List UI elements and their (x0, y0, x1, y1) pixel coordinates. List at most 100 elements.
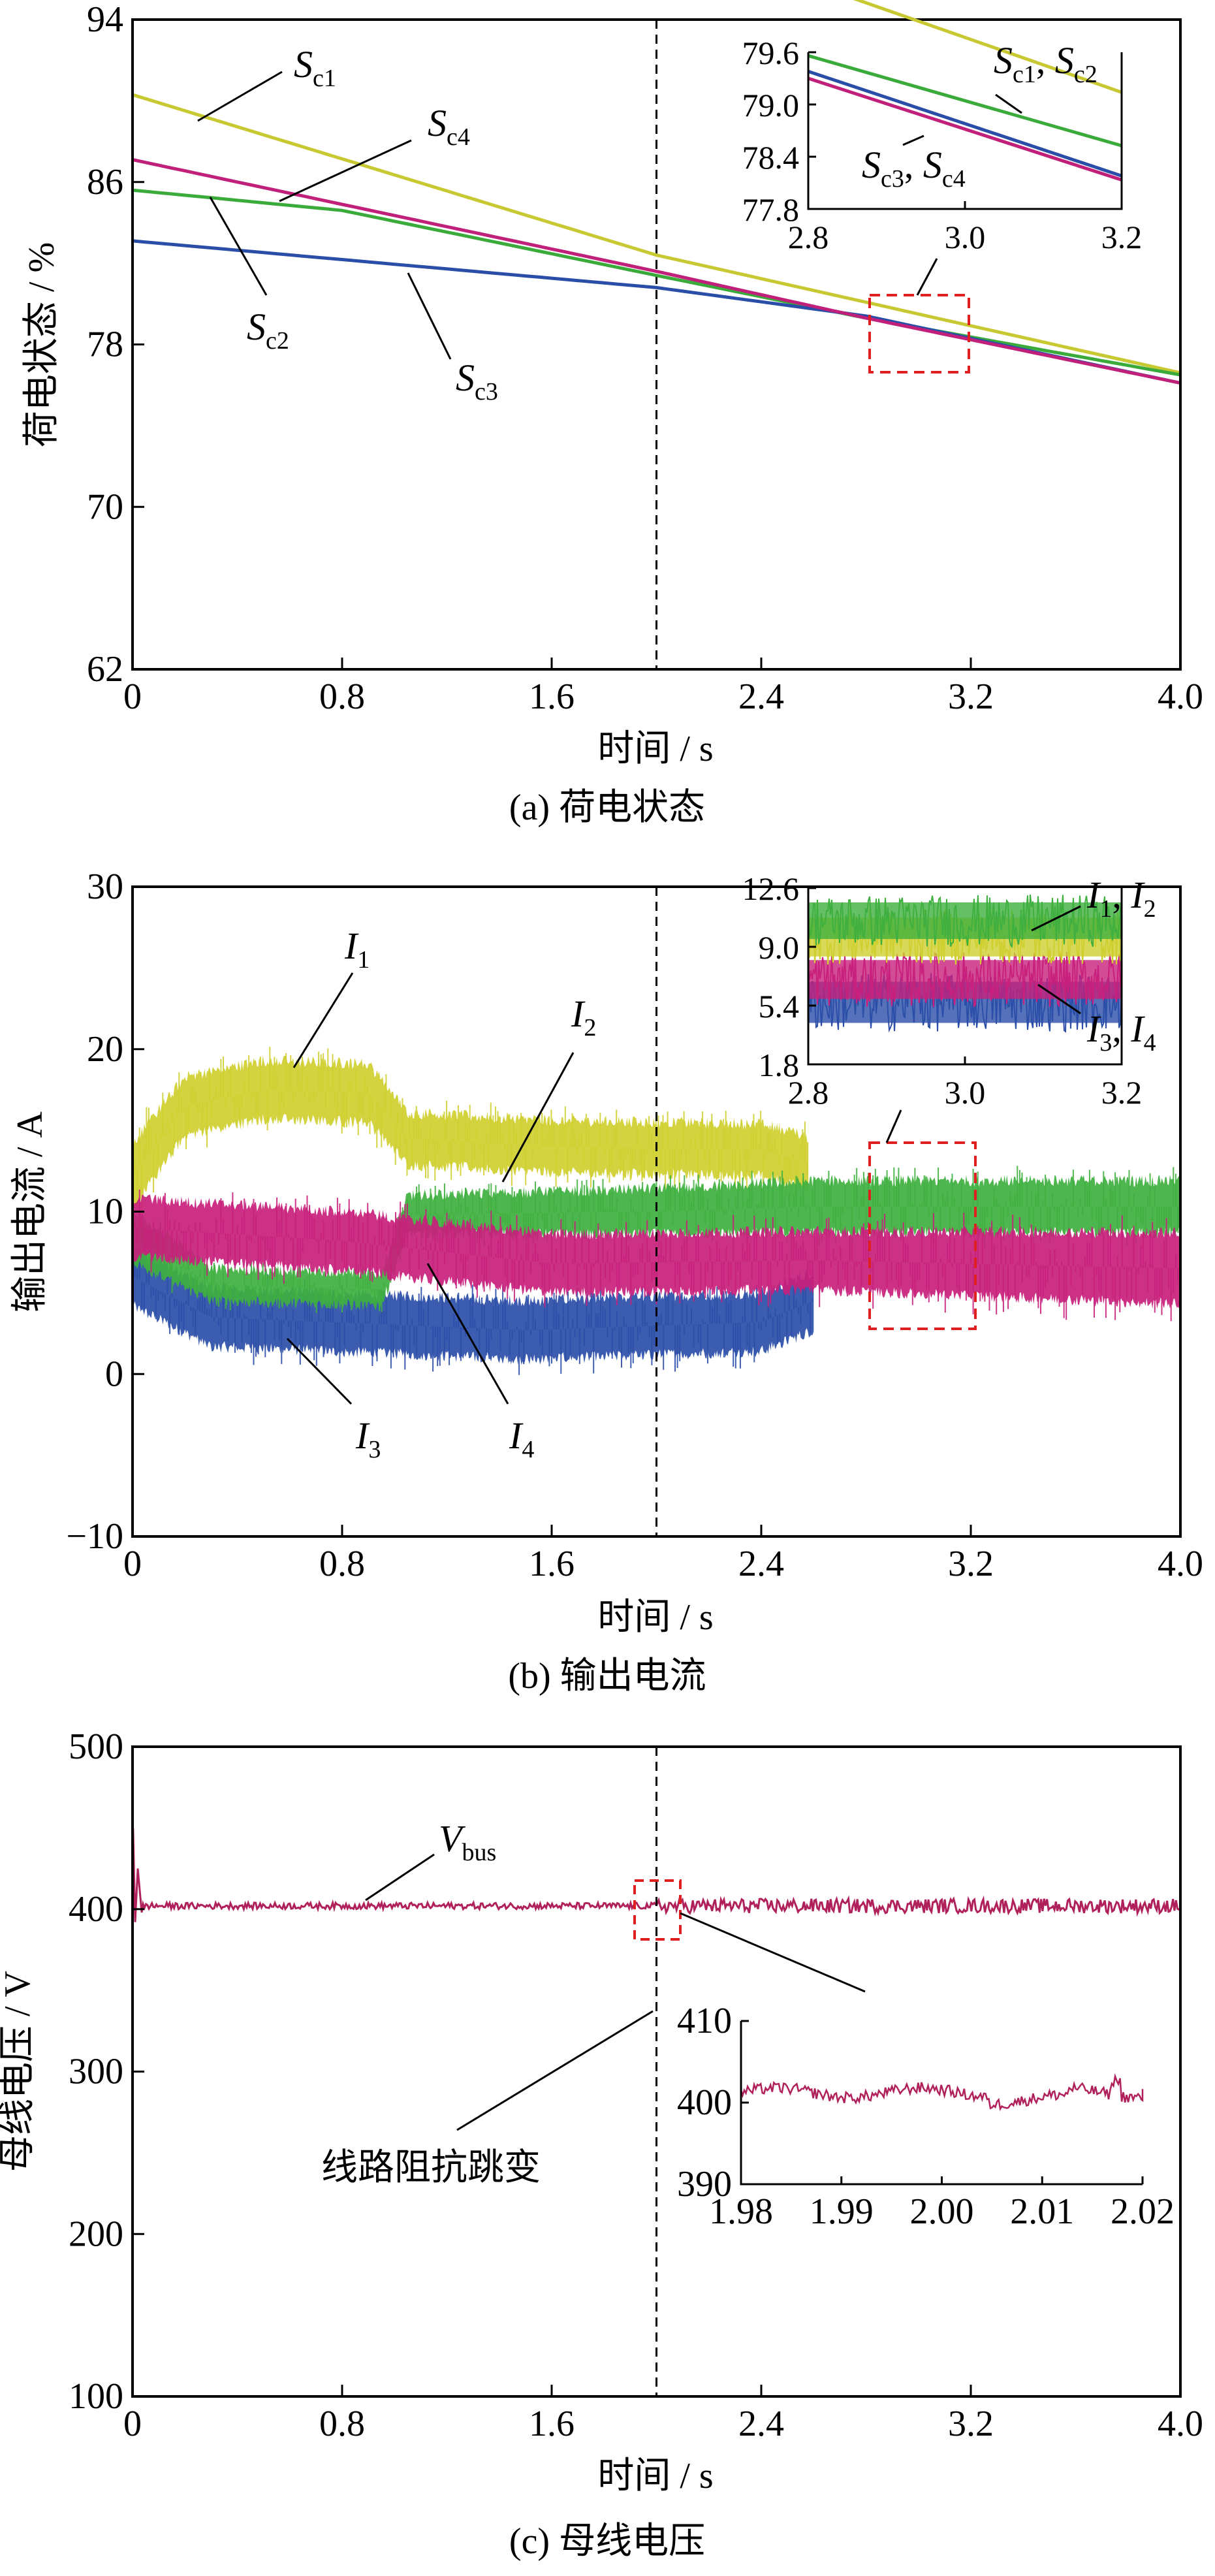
panel-b-zoom-leader (885, 1109, 902, 1143)
label-i4: I4 (426, 1263, 534, 1463)
panel-b-zoom-box (868, 1141, 977, 1330)
panel-b-xtick-label: 0 (123, 1544, 142, 1584)
inset-c-xtick-label: 2.01 (1010, 2191, 1074, 2232)
label-sc2: Sc2 (209, 197, 289, 355)
inset-c-ytick-label: 400 (677, 2082, 732, 2123)
panel-b-xtick-label: 1.6 (529, 1544, 575, 1584)
panel-b-y-axis-title: 输出电流 / A (10, 1111, 50, 1312)
panel-c-inset: 390 400 410 1.98 1.99 2.00 2.01 2.02 (677, 2001, 1175, 2232)
inset-c-ytick-label: 390 (677, 2164, 732, 2204)
svg-text:Sc3: Sc3 (456, 357, 498, 405)
panel-a-zoom-box (868, 294, 970, 374)
svg-text:I1: I1 (344, 925, 370, 974)
panel-a-plot-area (132, 20, 1181, 669)
series-sc1-line (132, 93, 1181, 375)
panel-a-x-ticks: 0 0.8 1.6 2.4 3.2 4.0 (123, 658, 1203, 717)
panel-b-xtick-label: 4.0 (1158, 1544, 1203, 1584)
series-sc2-line (132, 188, 1181, 377)
inset-a-ytick-label: 79.0 (742, 87, 800, 123)
inset-a-series-sc2 (808, 54, 1122, 148)
label-sc3: Sc3 (407, 272, 498, 405)
panel-c-xtick-label: 2.4 (738, 2404, 784, 2444)
svg-text:Sc2: Sc2 (247, 306, 289, 355)
panel-a-zoom-leader (916, 258, 938, 296)
inset-a-ytick-label: 79.6 (742, 35, 800, 71)
inset-c-xtick-label: 1.98 (709, 2191, 773, 2232)
inset-c-series-vbus (740, 2073, 1144, 2112)
inset-b-xtick-label: 3.2 (1101, 1074, 1143, 1111)
inset-b-label-bottom: I3, I4 (1037, 983, 1156, 1057)
svg-text:Sc3, Sc4: Sc3, Sc4 (862, 144, 966, 193)
panel-b-xtick-label: 2.4 (738, 1544, 784, 1584)
panel-a-inset: 77.8 78.4 79.0 79.6 2.8 3.0 3.2 (742, 0, 1143, 255)
panel-a-y-axis-title: 荷电状态 / % (22, 242, 62, 447)
inset-b-ytick-label: 5.4 (759, 988, 800, 1025)
inset-a-label-bottom: Sc3, Sc4 (862, 135, 966, 193)
event-label: 线路阻抗跳变 (321, 2010, 654, 2188)
inset-b-xtick-label: 2.8 (788, 1074, 829, 1111)
panel-c-ytick-label: 200 (69, 2214, 123, 2254)
panel-a: 62 70 78 86 94 0 0.8 1.6 2.4 3.2 4.0 时间 / s 荷电状态 … (22, 0, 1203, 828)
inset-c-ytick-label: 410 (677, 2001, 732, 2041)
panel-b-ytick-label: 10 (87, 1192, 123, 1232)
svg-text:线路阻抗跳变: 线路阻抗跳变 (321, 2148, 541, 2188)
panel-a-x-axis-title: 时间 / s (597, 729, 713, 769)
panel-b-x-ticks: 0 0.8 1.6 2.4 3.2 4.0 (123, 1525, 1203, 1584)
svg-text:Vbus: Vbus (439, 1817, 496, 1866)
svg-text:I2: I2 (571, 993, 596, 1042)
series-i2-band (133, 1175, 1180, 1311)
panel-b-x-axis-title: 时间 / s (597, 1597, 713, 1638)
panel-c-ytick-label: 300 (69, 2052, 123, 2092)
label-i3: I3 (286, 1337, 381, 1463)
panel-a-ytick-label: 94 (87, 0, 123, 40)
inset-a-series-sc3 (808, 69, 1122, 178)
panel-c-y-ticks: 100 200 300 400 500 (69, 1726, 144, 2417)
inset-c-xtick-label: 2.00 (910, 2191, 974, 2232)
panel-a-xtick-label: 0.8 (319, 676, 365, 717)
panel-a-xtick-label: 3.2 (948, 676, 994, 717)
panel-b-xtick-label: 3.2 (948, 1544, 994, 1584)
inset-c-xtick-label: 1.99 (810, 2191, 874, 2232)
panel-b-ytick-label: −10 (66, 1516, 123, 1557)
label-vbus: Vbus (365, 1817, 496, 1901)
panel-c-xtick-label: 0.8 (319, 2404, 365, 2444)
panel-a-ytick-label: 70 (87, 486, 123, 527)
panel-a-ytick-label: 86 (87, 162, 123, 202)
panel-b-ytick-label: 30 (87, 867, 123, 907)
label-sc4: Sc4 (279, 102, 470, 202)
panel-a-xtick-label: 1.6 (529, 676, 575, 717)
inset-a-xtick-label: 2.8 (788, 219, 829, 255)
panel-a-ytick-label: 78 (87, 325, 123, 365)
panel-a-caption: (a) 荷电状态 (509, 787, 705, 828)
series-sc4-line (132, 158, 1181, 385)
inset-b-series-i2 (808, 894, 1122, 949)
panel-a-xtick-label: 2.4 (738, 676, 784, 717)
inset-a-ytick-label: 77.8 (742, 191, 800, 228)
panel-a-xtick-label: 4.0 (1158, 676, 1203, 717)
inset-c-xtick-label: 2.02 (1111, 2191, 1175, 2232)
series-vbus-line (131, 1828, 1181, 1942)
inset-b-ytick-label: 1.8 (759, 1047, 800, 1083)
inset-b-xtick-label: 3.0 (945, 1074, 986, 1111)
inset-a-series-sc4 (808, 76, 1122, 182)
label-sc1: Sc1 (197, 43, 336, 122)
panel-c-ytick-label: 400 (69, 1889, 123, 1930)
panel-c-caption: (c) 母线电压 (509, 2521, 705, 2562)
panel-a-y-ticks: 62 70 78 86 94 (87, 0, 144, 690)
svg-text:Sc1: Sc1 (294, 43, 336, 92)
panel-b-caption: (b) 输出电流 (508, 1656, 706, 1696)
inset-b-ytick-label: 9.0 (759, 929, 800, 966)
inset-a-ytick-label: 78.4 (742, 139, 800, 176)
panel-c-zoom-leader (680, 1912, 866, 1993)
panel-c-xtick-label: 1.6 (529, 2404, 575, 2444)
panel-b-y-ticks: −10 0 10 20 30 (66, 867, 144, 1557)
inset-a-xtick-label: 3.2 (1101, 219, 1143, 255)
panel-c-x-axis-title: 时间 / s (597, 2456, 713, 2496)
panel-b-plot-area (132, 887, 1181, 1536)
inset-a-xtick-label: 3.0 (945, 219, 986, 255)
panel-b-ytick-label: 0 (105, 1354, 123, 1394)
panel-c-xtick-label: 4.0 (1158, 2404, 1203, 2444)
label-i2: I2 (501, 993, 596, 1183)
